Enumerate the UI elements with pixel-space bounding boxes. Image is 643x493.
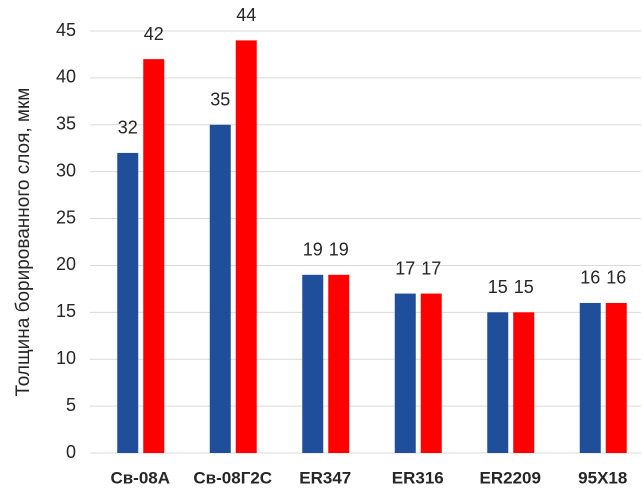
y-tick-label: 25 — [56, 207, 76, 227]
y-tick-label: 15 — [56, 301, 76, 321]
data-label: 19 — [329, 240, 349, 260]
data-label: 44 — [236, 5, 256, 25]
y-tick-label: 35 — [56, 114, 76, 134]
y-tick-label: 40 — [56, 67, 76, 87]
bar — [420, 293, 442, 453]
data-label: 35 — [210, 90, 230, 110]
y-tick-label: 20 — [56, 254, 76, 274]
y-tick-label: 45 — [56, 20, 76, 40]
data-label: 42 — [144, 24, 164, 44]
data-label: 16 — [606, 268, 626, 288]
data-label: 15 — [514, 277, 534, 297]
bar — [513, 312, 535, 453]
data-label: 16 — [580, 268, 600, 288]
bar — [394, 293, 416, 453]
bar — [209, 124, 231, 454]
x-tick-label: ER347 — [299, 468, 351, 487]
data-label: 19 — [303, 240, 323, 260]
bar — [605, 302, 627, 453]
bar — [579, 302, 601, 453]
y-tick-label: 0 — [66, 442, 76, 462]
x-tick-label: Св-08А — [110, 468, 170, 487]
bar — [487, 312, 509, 453]
x-tick-label: ER316 — [392, 468, 444, 487]
bar — [328, 274, 350, 453]
bar — [143, 59, 165, 454]
x-tick-label: 95Х18 — [578, 468, 627, 487]
x-tick-label: Св-08Г2С — [193, 468, 272, 487]
data-label: 32 — [118, 118, 138, 138]
x-tick-label: ER2209 — [480, 468, 541, 487]
bar — [235, 40, 257, 453]
y-axis-label: Толщина борированного слоя, мкм — [13, 88, 34, 397]
data-label: 15 — [488, 277, 508, 297]
bar — [302, 274, 324, 453]
y-tick-label: 10 — [56, 348, 76, 368]
y-tick-label: 30 — [56, 160, 76, 180]
data-label: 17 — [395, 258, 415, 278]
data-label: 17 — [421, 258, 441, 278]
bar — [117, 152, 139, 453]
y-tick-label: 5 — [66, 395, 76, 415]
